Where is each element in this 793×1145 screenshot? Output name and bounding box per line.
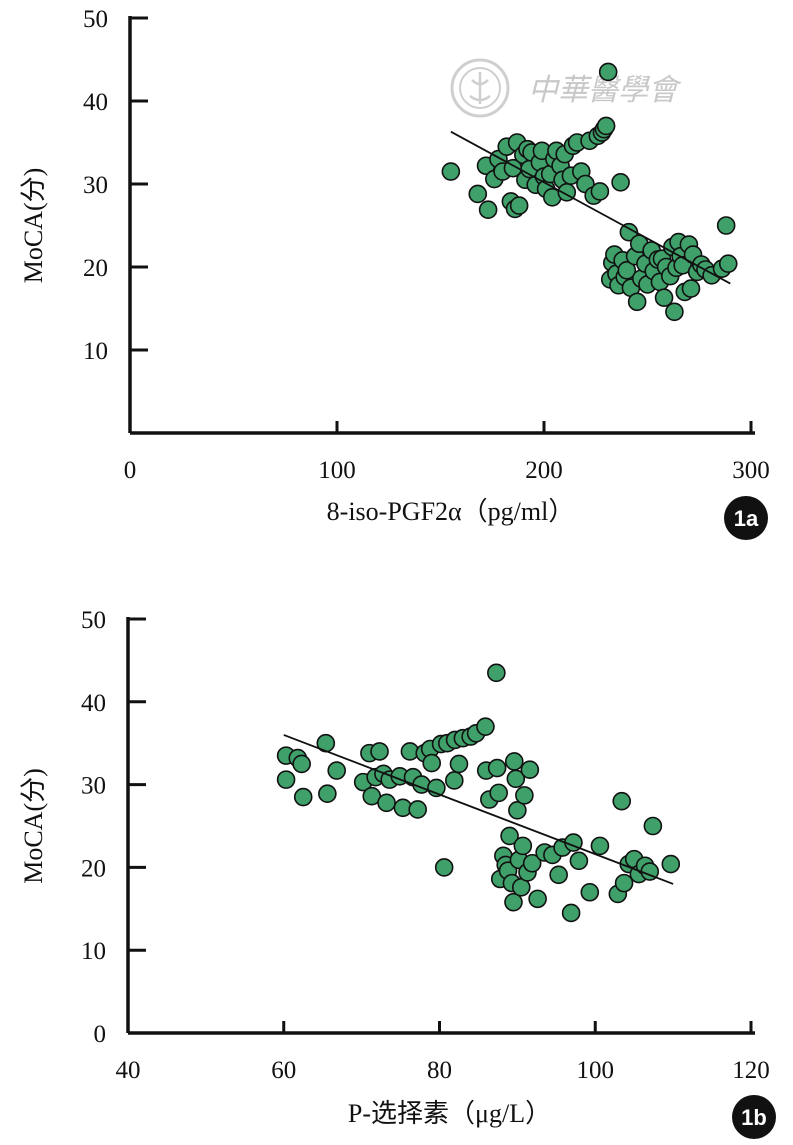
- medical-association-seal-icon: [450, 58, 510, 118]
- data-point: [661, 854, 681, 874]
- data-point: [506, 769, 526, 789]
- x-tick-label: 120: [732, 1057, 770, 1084]
- data-point: [513, 836, 533, 856]
- x-tick-label: 100: [318, 457, 356, 484]
- data-point: [598, 62, 618, 82]
- data-point: [654, 288, 674, 308]
- data-point: [444, 771, 464, 790]
- data-point: [487, 663, 506, 683]
- data-point: [468, 184, 488, 204]
- data-point: [528, 889, 547, 909]
- data-point: [509, 196, 529, 215]
- data-point: [476, 717, 495, 736]
- panel-label-1a: 1a: [734, 506, 759, 531]
- x-axis-title-1b: P-选择素（μg/L）: [348, 1099, 551, 1128]
- panel-label-badge-1b: 1b: [732, 1095, 776, 1139]
- data-point: [665, 302, 684, 322]
- data-point: [487, 758, 507, 778]
- y-tick-label: 10: [81, 938, 106, 965]
- data-point: [489, 783, 508, 803]
- y-tick-label: 0: [94, 1021, 107, 1048]
- data-point: [718, 254, 738, 273]
- data-point: [561, 903, 581, 923]
- data-point: [292, 754, 311, 774]
- data-point: [434, 858, 454, 877]
- y-tick-label: 10: [83, 338, 108, 365]
- y-tick-label: 30: [83, 172, 108, 199]
- y-tick-label: 50: [83, 6, 108, 33]
- x-tick-label: 300: [732, 457, 770, 484]
- data-point: [377, 793, 396, 813]
- x-tick-label: 80: [427, 1057, 452, 1084]
- watermark: 中華醫學會: [450, 58, 682, 118]
- data-point: [569, 851, 589, 871]
- data-point: [504, 752, 524, 771]
- data-point: [580, 882, 600, 902]
- data-point: [643, 816, 663, 836]
- data-point: [716, 216, 736, 235]
- y-tick-label: 20: [81, 855, 106, 882]
- panel-label-badge-1a: 1a: [724, 496, 768, 540]
- data-point: [617, 261, 637, 280]
- y-tick-label: 20: [83, 255, 108, 282]
- data-point: [449, 754, 469, 774]
- data-point: [504, 892, 523, 912]
- data-point: [612, 791, 632, 811]
- y-tick-label: 40: [83, 89, 108, 116]
- x-tick-label: 0: [124, 457, 137, 484]
- data-point: [508, 800, 527, 820]
- panel-label-circle-1a: [724, 496, 768, 540]
- scatter-panel-1b: 40 60 80 100 120 0 10 20 30 40 50 P-选择素（μg/L） MoCA…: [19, 607, 776, 1139]
- data-point: [293, 787, 313, 807]
- trend-line-1a: [450, 130, 731, 285]
- data-point: [318, 784, 337, 804]
- data-point: [478, 200, 498, 220]
- data-point: [408, 800, 427, 819]
- data-point: [520, 760, 540, 779]
- x-tick-label: 40: [116, 1057, 141, 1084]
- data-point: [422, 753, 442, 773]
- y-tick-label: 50: [81, 607, 106, 634]
- data-point: [614, 873, 634, 893]
- data-point: [276, 770, 296, 789]
- x-tick-label: 200: [525, 457, 563, 484]
- data-point: [590, 836, 610, 856]
- data-point: [611, 173, 630, 192]
- x-tick-label: 100: [577, 1057, 615, 1084]
- y-axis-title-1b: MoCA(分): [19, 768, 48, 884]
- trend-line-1b: [283, 734, 674, 885]
- tick-labels-1b: 40 60 80 100 120 0 10 20 30 40 50: [81, 607, 770, 1084]
- data-point: [522, 853, 542, 873]
- tick-labels-1a: 0 100 200 300 10 20 30 40 50: [83, 6, 770, 484]
- points-1a: [441, 62, 738, 322]
- data-point: [370, 742, 389, 761]
- panel-label-1b: 1b: [741, 1105, 767, 1130]
- data-point: [627, 292, 647, 312]
- data-point: [441, 162, 461, 181]
- y-axis-title-1a: MoCA(分): [19, 168, 48, 284]
- panel-label-circle-1b: [732, 1095, 776, 1139]
- data-point: [500, 826, 519, 846]
- axes-1b: [126, 617, 755, 1035]
- points-1b: [276, 663, 681, 923]
- x-tick-label: 60: [271, 1057, 296, 1084]
- data-point: [681, 279, 701, 298]
- data-point: [590, 182, 610, 201]
- data-point: [549, 865, 568, 885]
- axes-1a: [128, 16, 755, 435]
- data-point: [596, 116, 616, 136]
- y-tick-label: 30: [81, 773, 106, 800]
- x-axis-title-1a: 8-iso-PGF2α（pg/ml）: [327, 497, 575, 526]
- data-point: [327, 761, 347, 780]
- y-tick-label: 40: [81, 690, 106, 717]
- data-point: [515, 786, 534, 805]
